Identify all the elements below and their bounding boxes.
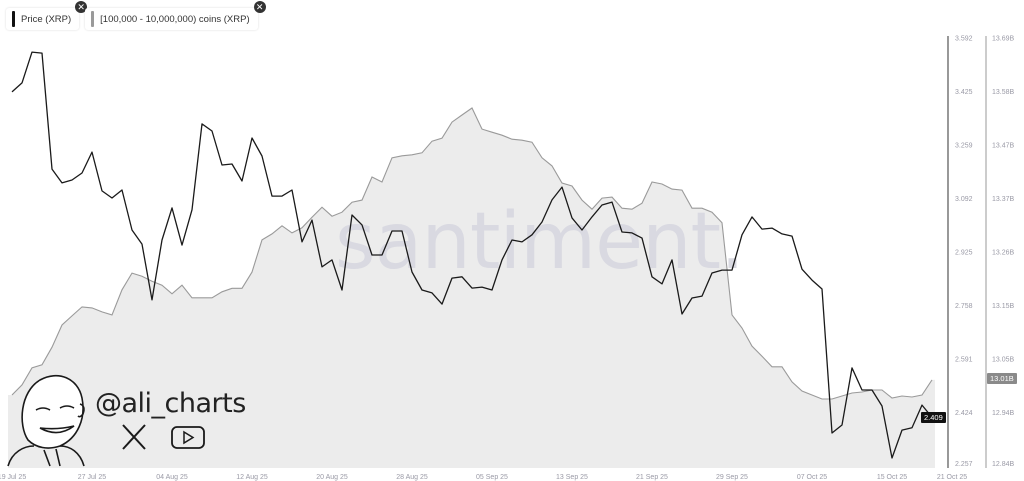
x-axis-tick-label: 12 Aug 25 [236, 474, 268, 481]
price-series-line [11, 51, 933, 459]
close-circle-icon[interactable]: ✕ [75, 1, 88, 13]
coins-series-line [11, 107, 933, 400]
x-axis-tick-label: 19 Jul 25 [0, 474, 26, 481]
x-axis-tick-label: 05 Sep 25 [476, 474, 508, 481]
youtube-icon[interactable] [171, 426, 205, 449]
x-axis-tick-label: 20 Aug 25 [316, 474, 348, 481]
x-axis-tick-label: 07 Oct 25 [797, 474, 827, 481]
x-axis-tick-label: 13 Sep 25 [556, 474, 588, 481]
legend-label-coins: [100,000 - 10,000,000) coins (XRP) [100, 13, 250, 25]
coins-current-badge: 13.01B [987, 373, 1017, 384]
santiment-watermark: santiment. [335, 197, 744, 287]
price-axis-tick-label: 3.592 [955, 36, 973, 43]
coins-axis-tick-label: 13.37B [992, 196, 1015, 203]
coins-axis-tick-label: 12.84B [992, 461, 1015, 468]
x-axis-tick-label: 15 Oct 25 [877, 474, 907, 481]
x-axis-tick-label: 28 Aug 25 [396, 474, 428, 481]
avatar-illustration [7, 374, 85, 467]
x-axis-tick-label: 04 Aug 25 [156, 474, 188, 481]
close-circle-icon[interactable]: ✕ [253, 1, 266, 13]
legend-swatch-price [12, 11, 15, 27]
price-axis-tick-label: 2.758 [955, 303, 973, 310]
coins-axis-tick-label: 13.05B [992, 357, 1015, 364]
price-axis-tick-label: 3.092 [955, 196, 973, 203]
price-axis-tick-label: 3.425 [955, 89, 973, 96]
coins-axis-tick-label: 13.15B [992, 303, 1015, 310]
coins-axis-tick-label: 12.94B [992, 410, 1015, 417]
brand-handle: @ali_charts [95, 388, 246, 419]
price-current-badge: 2.409 [921, 412, 946, 423]
coins-axis-tick-label: 13.47B [992, 143, 1015, 150]
legend-item-coins[interactable]: [100,000 - 10,000,000) coins (XRP) ✕ [85, 1, 266, 30]
x-axis-tick-label: 29 Sep 25 [716, 474, 748, 481]
price-axis-tick-label: 2.257 [955, 461, 973, 468]
coins-axis-tick-label: 13.58B [992, 89, 1015, 96]
legend-item-price[interactable]: Price (XRP) ✕ [6, 1, 88, 30]
legend-label-price: Price (XRP) [21, 13, 72, 25]
x-logo-icon[interactable] [122, 424, 146, 450]
x-axis-tick-label: 21 Sep 25 [636, 474, 668, 481]
legend-swatch-coins [91, 11, 95, 27]
coins-axis-tick-label: 13.26B [992, 250, 1015, 257]
price-axis-tick-label: 3.259 [955, 143, 973, 150]
x-axis-tick-label: 27 Jul 25 [78, 474, 107, 481]
chart-legend: Price (XRP) ✕ [100,000 - 10,000,000) coi… [6, 1, 266, 30]
x-axis-tick-label: 21 Oct 25 [937, 474, 967, 481]
coins-axis-tick-label: 13.69B [992, 36, 1015, 43]
price-axis-tick-label: 2.925 [955, 250, 973, 257]
price-axis-tick-label: 2.591 [955, 357, 973, 364]
price-axis-tick-label: 2.424 [955, 410, 973, 417]
